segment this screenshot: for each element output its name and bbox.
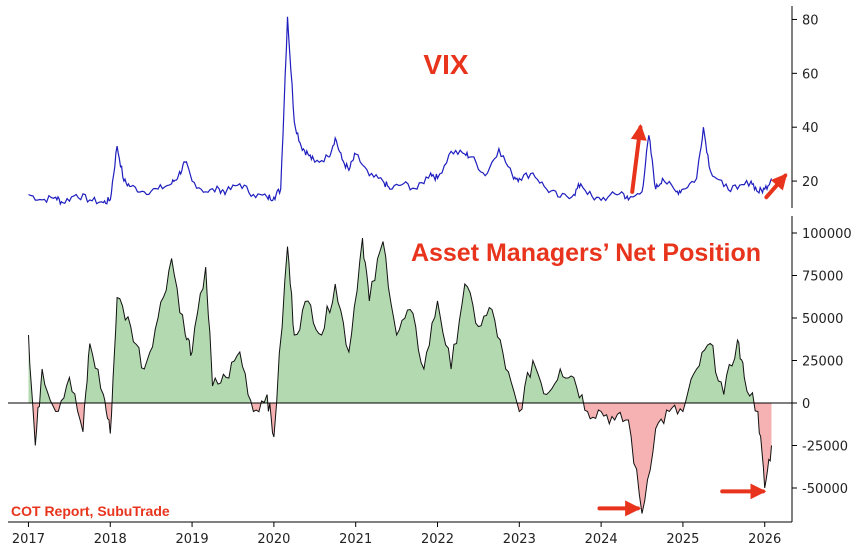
x-tick-label: 2025 — [666, 532, 699, 547]
x-tick-label: 2020 — [257, 532, 290, 547]
vix-title: VIX — [423, 49, 468, 80]
vix-panel: 20 40 60 80 — [28, 6, 819, 208]
vix-y-tick-label: 20 — [802, 175, 819, 190]
net-negative-area — [754, 403, 772, 488]
x-tick-label: 2019 — [176, 532, 209, 547]
x-axis: 2017 2018 2019 2020 2021 2022 2023 2024 2025 2026 — [8, 521, 792, 547]
vix-y-tick-label: 60 — [802, 67, 819, 82]
x-tick-label: 2023 — [503, 532, 536, 547]
net-series-line — [28, 238, 772, 514]
net-y-tick-label: 75000 — [802, 270, 843, 285]
net-positive-area — [276, 238, 517, 403]
vix-y-tick-label: 40 — [802, 121, 819, 136]
net-positive-area — [84, 343, 106, 403]
net-y-tick-label: 100000 — [802, 227, 852, 242]
vix-series-line — [28, 16, 773, 206]
vix-y-tick-label: 80 — [802, 13, 819, 28]
net-negative-area — [51, 403, 61, 412]
net-position-panel: 100000 75000 50000 25000 0 -25000 -50000 — [8, 216, 852, 522]
x-tick-label: 2021 — [339, 532, 372, 547]
net-positive-area — [39, 369, 52, 403]
vix-up-arrow-2026 — [764, 173, 788, 200]
net-negative-area — [76, 403, 85, 432]
net-negative-area — [32, 403, 40, 446]
vix-up-arrow-2024 — [630, 124, 647, 194]
net-positive-area — [685, 340, 754, 403]
x-tick-label: 2024 — [585, 532, 618, 547]
x-tick-label: 2018 — [94, 532, 127, 547]
net-positive-area — [261, 394, 268, 403]
x-tick-label: 2022 — [421, 532, 454, 547]
net-negative-area — [583, 403, 686, 514]
net-negative-area — [251, 403, 262, 412]
source-label: COT Report, SubuTrade — [11, 503, 170, 519]
net-y-tick-label: 0 — [802, 397, 810, 412]
net-positive-area — [522, 360, 584, 403]
annotation-arrows — [597, 124, 788, 517]
net-y-tick-label: -50000 — [802, 482, 848, 497]
net-y-tick-label: 50000 — [802, 312, 843, 327]
net-position-title: Asset Managers’ Net Position — [411, 239, 761, 267]
x-tick-label: 2017 — [12, 532, 45, 547]
net-positive-area — [112, 258, 252, 403]
net-y-tick-label: -25000 — [802, 440, 848, 455]
net-positive-area — [28, 335, 33, 403]
net-y-tick-label: 25000 — [802, 355, 843, 370]
net-negative-area — [105, 403, 112, 434]
x-tick-label: 2026 — [748, 532, 781, 547]
